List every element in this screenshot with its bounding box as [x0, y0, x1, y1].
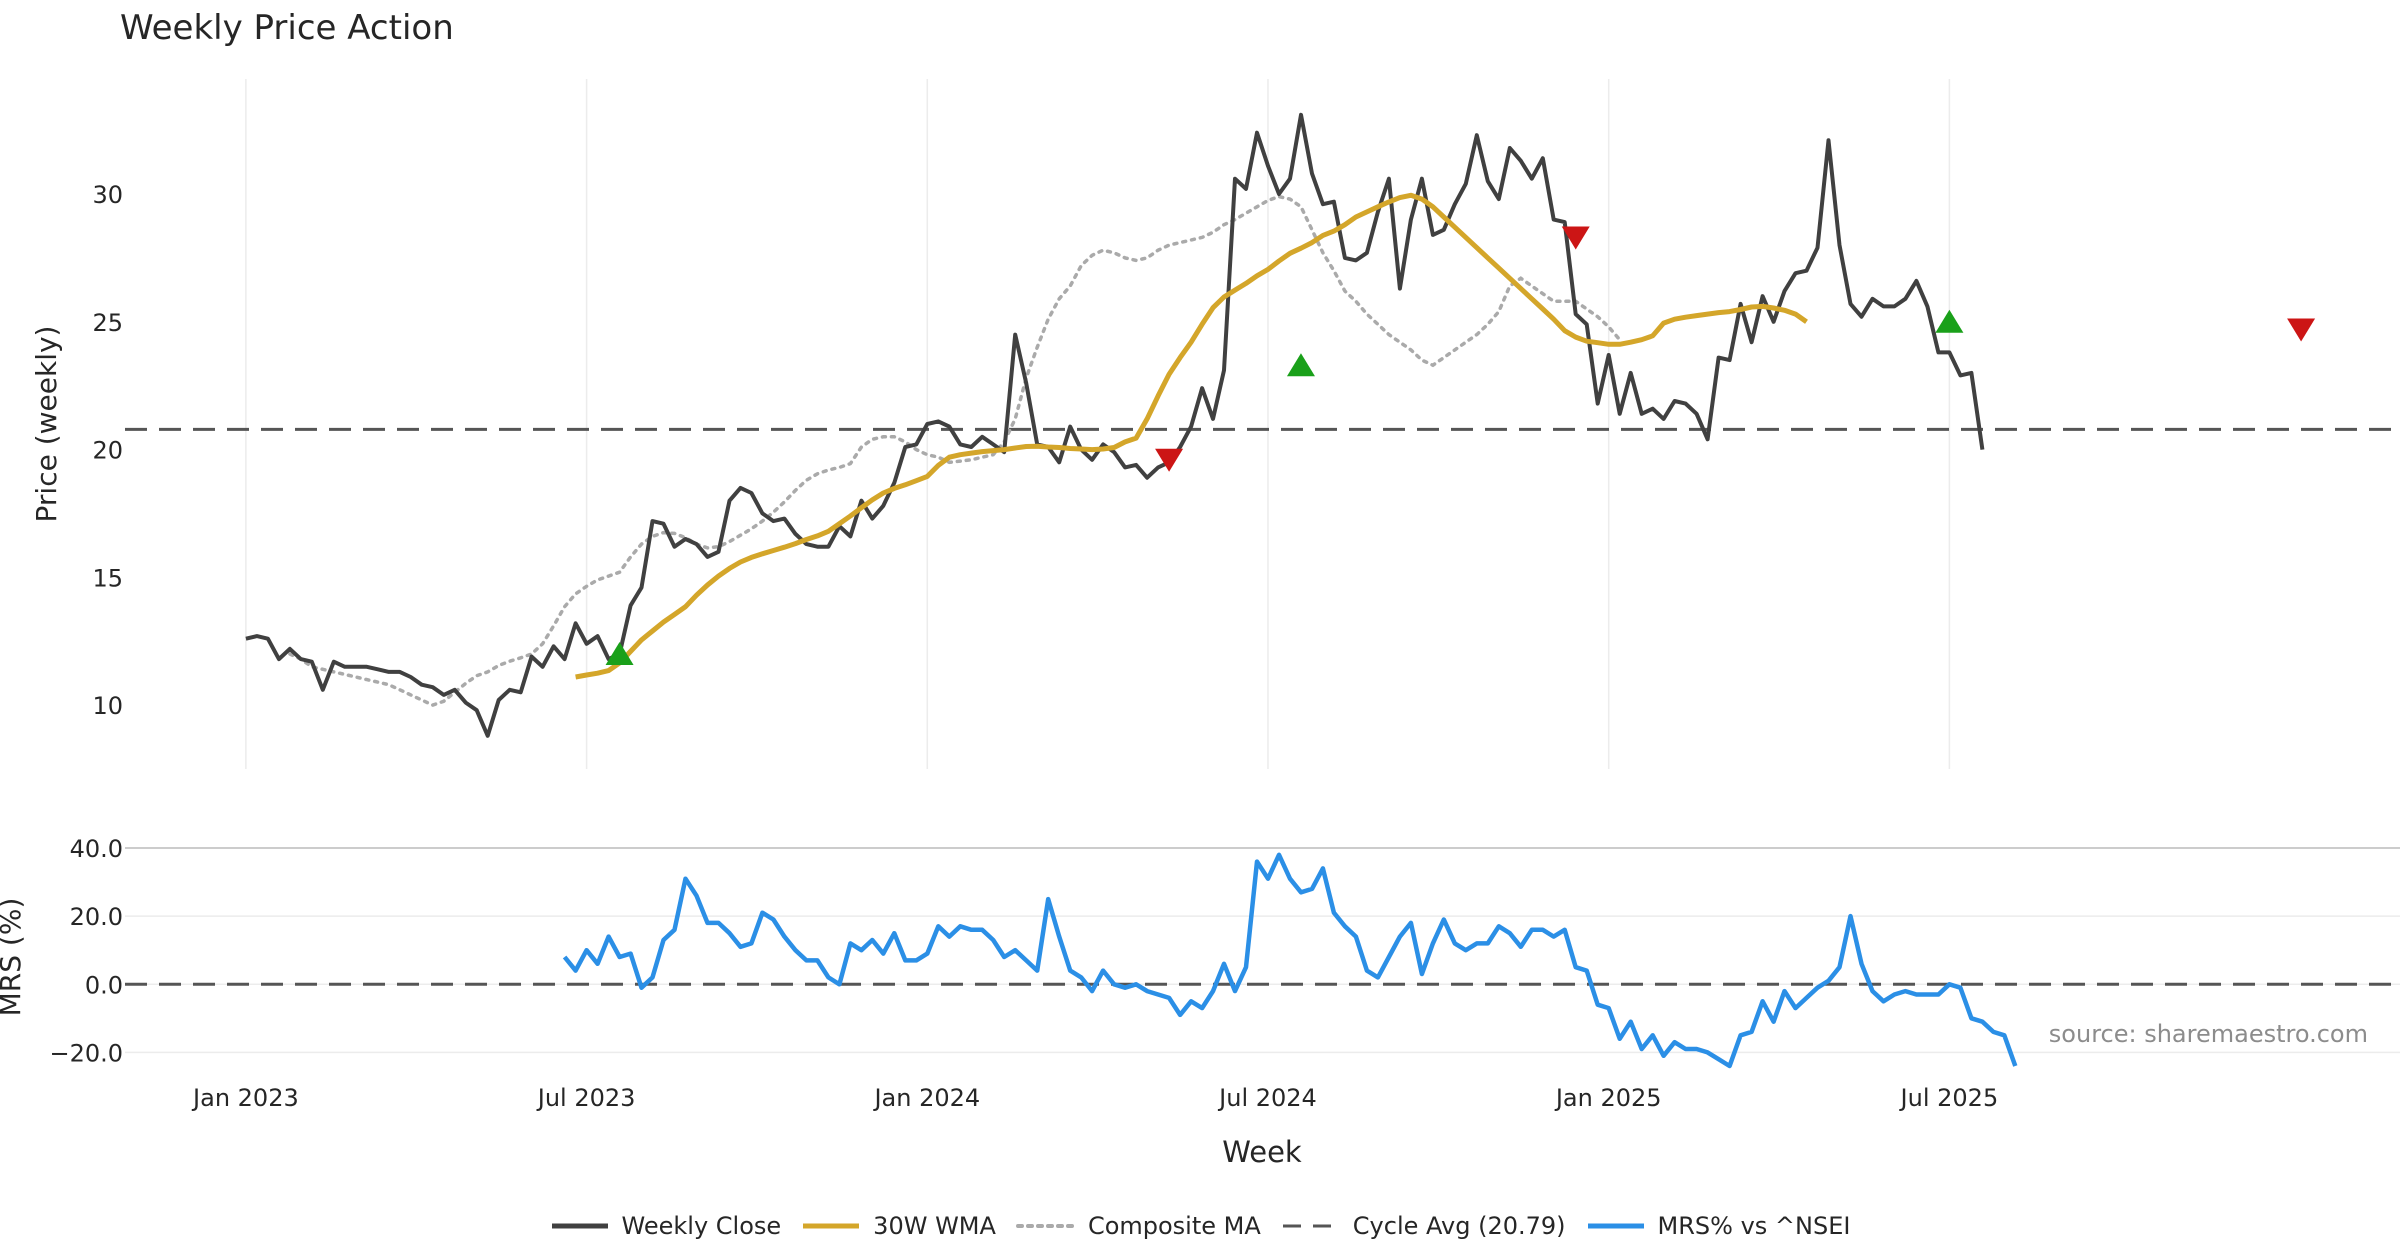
legend-cycle-label: Cycle Avg (20.79) [1352, 1212, 1566, 1240]
legend-weekly-close-swatch [551, 1223, 608, 1229]
legend-weekly-close: Weekly Close [550, 1212, 782, 1240]
price-y-tick-label: 20 [92, 437, 123, 465]
legend-wma-label: 30W WMA [873, 1212, 996, 1240]
legend-composite: Composite MA [1015, 1212, 1261, 1240]
legend-mrs: MRS% vs ^NSEI [1586, 1212, 1851, 1240]
mrs-y-tick-label: 40.0 [70, 835, 123, 863]
legend-cycle-swatch [1282, 1224, 1339, 1228]
mrs-y-tick-label: 0.0 [85, 971, 123, 999]
price-y-tick-label: 25 [92, 309, 123, 337]
x-tick-label: Jul 2024 [1217, 1084, 1317, 1112]
legend-weekly-close-label: Weekly Close [621, 1212, 782, 1240]
legend-composite-swatch [1015, 1224, 1076, 1228]
source-note: source: sharemaestro.com [2048, 1020, 2368, 1048]
price-y-axis-label: Price (weekly) [30, 326, 63, 523]
legend-wma-swatch [803, 1223, 860, 1229]
buy-signal-marker [605, 642, 634, 665]
x-tick-label: Jan 2024 [872, 1084, 980, 1112]
wma-30w-line [575, 192, 1808, 680]
legend-cycle: Cycle Avg (20.79) [1281, 1212, 1566, 1240]
sell-signal-marker [2287, 318, 2316, 342]
x-tick-label: Jan 2023 [191, 1084, 299, 1112]
weekly-close-line [245, 112, 1985, 738]
mrs-y-tick-label: −20.0 [49, 1039, 123, 1067]
buy-signal-marker [1935, 309, 1964, 333]
x-tick-label: Jul 2025 [1899, 1084, 1999, 1112]
sell-signal-marker [1155, 448, 1184, 472]
sell-signal-marker [1561, 226, 1590, 250]
mrs-y-axis-label: MRS (%) [0, 898, 27, 1017]
legend-composite-label: Composite MA [1087, 1212, 1261, 1240]
buy-signal-marker [1286, 353, 1315, 377]
legend-mrs-swatch [1587, 1223, 1644, 1229]
legend: Weekly Close 30W WMA Composite MA Cycle … [0, 1212, 2400, 1240]
legend-wma: 30W WMA [801, 1212, 996, 1240]
composite-ma-line [288, 194, 1622, 707]
mrs-line [562, 852, 2018, 1069]
legend-mrs-label: MRS% vs ^NSEI [1657, 1212, 1851, 1240]
x-axis-label: Week [1222, 1135, 1302, 1169]
price-y-tick-label: 10 [92, 692, 123, 720]
mrs-y-tick-label: 20.0 [70, 903, 123, 931]
x-tick-label: Jan 2025 [1554, 1084, 1662, 1112]
price-y-tick-label: 15 [92, 564, 123, 592]
chart-title: Weekly Price Action [120, 8, 454, 48]
price-y-tick-label: 30 [92, 181, 123, 209]
x-tick-label: Jul 2023 [536, 1084, 636, 1112]
